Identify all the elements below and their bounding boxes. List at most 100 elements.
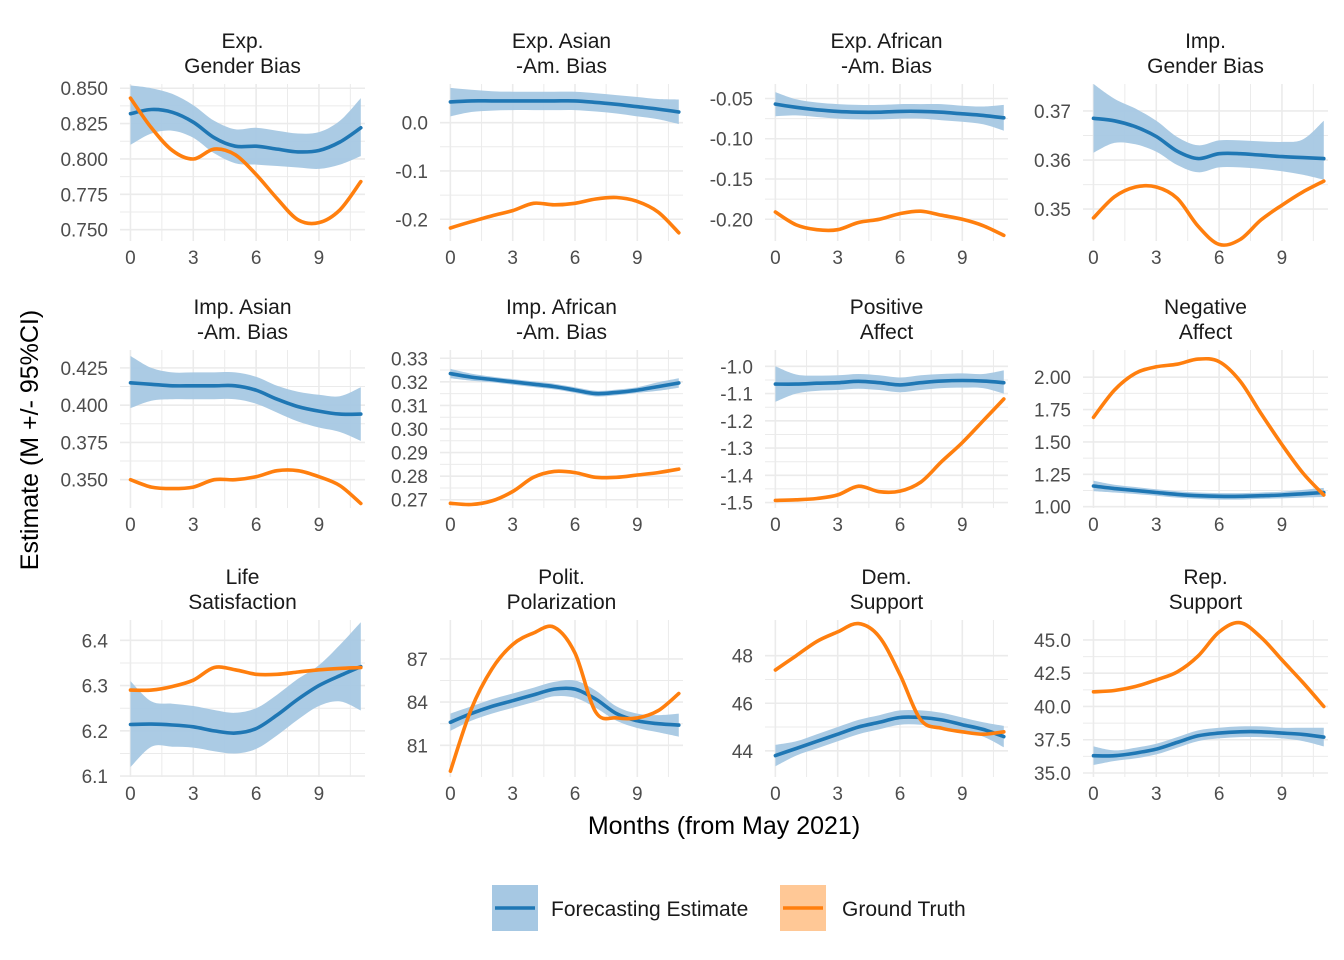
y-tick-label: 6.4	[82, 631, 109, 652]
panel-title-line: Affect	[1179, 321, 1232, 344]
panel-title-line: -Am. Bias	[516, 321, 607, 344]
forecast-ci-band	[450, 679, 679, 737]
panel-title-line: Support	[850, 591, 924, 614]
ground-truth-line	[448, 467, 681, 507]
y-tick-label: 40.0	[1034, 697, 1071, 718]
y-tick-label: -1.2	[720, 412, 753, 433]
forecast-line	[448, 99, 681, 114]
y-tick-label: 0.27	[391, 491, 428, 512]
y-tick-label: 44	[732, 742, 754, 763]
panel-title-line: Satisfaction	[188, 591, 297, 614]
y-tick-label: 2.00	[1034, 368, 1071, 389]
y-tick-label: 1.25	[1034, 465, 1071, 486]
forecast-ci-band	[1093, 84, 1324, 180]
y-tick-label: 6.2	[82, 722, 108, 743]
panel-title-line: Affect	[860, 321, 913, 344]
ground-truth-line	[773, 621, 1006, 736]
y-tick-label: 0.825	[60, 115, 108, 136]
x-tick-label: 6	[895, 248, 906, 269]
panel-title-line: Exp.	[221, 30, 263, 53]
x-tick-label: 9	[957, 248, 968, 269]
panel-title-line: Exp. African	[830, 30, 942, 53]
x-tick-label: 3	[507, 248, 518, 269]
y-tick-label: 0.35	[1034, 200, 1071, 221]
x-tick-label: 3	[188, 784, 199, 805]
y-tick-label: 0.850	[60, 79, 108, 100]
x-tick-label: 9	[1277, 515, 1288, 536]
forecast-line	[128, 664, 363, 735]
panel: 0 3 6 9 0.750 0.775 0.800 0.825 0.850 Exp.Gender …	[60, 30, 365, 269]
y-axis-title: Estimate (M +/- 95%CI)	[16, 310, 44, 570]
x-tick-label: 6	[1214, 248, 1225, 269]
forecast-ci-band	[775, 709, 1004, 767]
y-tick-label: -0.05	[710, 89, 753, 110]
y-tick-label: 84	[407, 693, 429, 714]
x-tick-label: 9	[632, 248, 643, 269]
x-tick-label: 6	[1214, 784, 1225, 805]
panel-title-line: Rep.	[1183, 566, 1227, 589]
x-tick-label: 9	[314, 515, 325, 536]
y-tick-label: 0.775	[60, 185, 108, 206]
panel: 0 3 6 9 35.0 37.5 40.0 42.5 45.0 Rep.Support	[1034, 566, 1328, 805]
x-tick-label: 9	[957, 784, 968, 805]
x-tick-label: 3	[507, 515, 518, 536]
forecast-ci-band	[1093, 726, 1324, 765]
panel: 0 3 6 9 0.27 0.280.29 0.30 0.310.32 0.33 Imp. Afr…	[391, 296, 683, 536]
forecast-ci-band	[450, 368, 679, 397]
x-tick-label: 3	[1151, 515, 1162, 536]
x-axis-title: Months (from May 2021)	[588, 812, 860, 840]
y-tick-label: -0.15	[710, 170, 753, 191]
panel: 0 3 6 9 81 84 87 Polit.Polarization	[407, 566, 683, 805]
y-tick-label: -0.10	[710, 130, 753, 151]
x-tick-label: 0	[445, 515, 456, 536]
y-tick-label: -0.1	[395, 162, 428, 183]
forecast-line	[448, 371, 681, 396]
x-tick-label: 3	[1151, 248, 1162, 269]
panel-title-line: Gender Bias	[184, 55, 301, 78]
x-tick-label: 3	[188, 248, 199, 269]
x-tick-label: 0	[125, 248, 136, 269]
y-tick-label: 87	[407, 650, 428, 671]
y-tick-label: -1.3	[720, 439, 753, 460]
y-tick-label: 0.29	[391, 444, 428, 465]
panel-title-line: -Am. Bias	[841, 55, 932, 78]
y-tick-label: 0.30	[391, 420, 428, 441]
y-tick-label: 0.750	[60, 221, 108, 242]
panel-title-line: -Am. Bias	[516, 55, 607, 78]
y-tick-label: 42.5	[1034, 664, 1071, 685]
forecast-ci-band	[130, 356, 361, 441]
ground-truth-line	[448, 195, 681, 235]
x-tick-label: 6	[251, 248, 262, 269]
x-tick-label: 0	[125, 515, 136, 536]
x-tick-label: 9	[314, 248, 325, 269]
x-tick-label: 0	[770, 515, 781, 536]
panels: 0 3 6 90.7500.7750.8000.8250.850Exp.Gender …	[60, 30, 1328, 805]
panel-title-line: Imp. Asian	[193, 296, 291, 319]
y-tick-label: 1.75	[1034, 401, 1071, 422]
panel-title-line: -Am. Bias	[197, 321, 288, 344]
forecast-line	[773, 378, 1006, 387]
forecast-line	[128, 381, 363, 417]
y-tick-label: -0.20	[710, 210, 753, 231]
x-tick-label: 9	[957, 515, 968, 536]
x-tick-label: 6	[895, 515, 906, 536]
forecast-ci-band	[450, 87, 679, 125]
forecast-line	[1091, 484, 1326, 499]
y-tick-label: -1.1	[720, 385, 753, 406]
y-tick-label: 0.33	[391, 349, 428, 370]
x-tick-label: 9	[1277, 248, 1288, 269]
x-tick-label: 6	[895, 784, 906, 805]
panel-title-line: Polit.	[538, 566, 585, 589]
forecast-line	[773, 715, 1006, 758]
panel-title-line: Gender Bias	[1147, 55, 1264, 78]
y-tick-label: 0.32	[391, 373, 428, 394]
ground-truth-line	[773, 397, 1006, 503]
panel-title-line: Positive	[850, 296, 924, 319]
y-tick-label: 45.0	[1034, 631, 1071, 652]
panel: 0 3 6 9 -1.5 -1.4 -1.3 -1.2 -1.1 -1.0 PositiveAffe…	[720, 296, 1008, 536]
y-tick-label: 1.50	[1034, 433, 1071, 454]
y-tick-label: 0.400	[60, 396, 108, 417]
x-tick-label: 9	[632, 784, 643, 805]
panel: 0 3 6 9 0.35 0.36 0.37 Imp.Gender Bias	[1034, 30, 1328, 269]
y-tick-label: -0.2	[395, 210, 428, 231]
